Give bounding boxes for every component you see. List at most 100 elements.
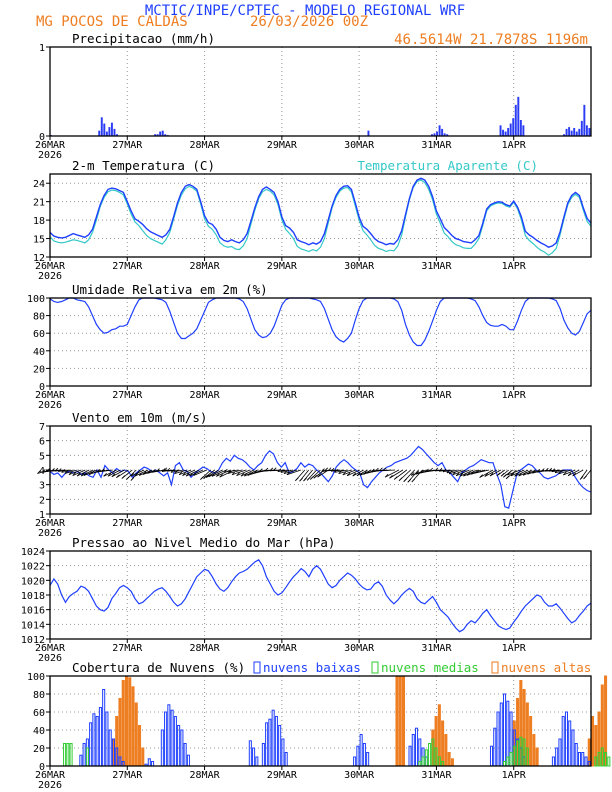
- cloud-bar-nuvens-medias: [69, 743, 73, 767]
- x-tick-label: 28MAR: [190, 518, 221, 529]
- cloud-bar-nuvens-altas: [141, 747, 145, 767]
- cloud-bar-nuvens-medias: [600, 747, 604, 767]
- panel-title: Precipitacao (mm/h): [72, 31, 215, 46]
- x-year-label: 2026: [38, 528, 62, 539]
- wind-barb-head: [111, 473, 116, 478]
- cloud-bar-nuvens-baixas: [180, 729, 184, 767]
- wind-barb: [111, 469, 125, 478]
- wind-barb-head: [452, 471, 456, 476]
- wind-barb-head: [76, 472, 81, 477]
- x-tick-label: 26MAR: [35, 261, 66, 272]
- cloud-bar-nuvens-baixas: [183, 743, 187, 767]
- x-tick-label: 31MAR: [421, 261, 452, 272]
- wind-barb-head: [541, 468, 545, 472]
- cloud-bar-nuvens-baixas: [564, 711, 568, 767]
- precip-bar: [573, 127, 576, 136]
- x-tick-label: 26MAR: [35, 140, 66, 151]
- panel-title: Umidade Relativa em 2m (%): [72, 282, 268, 297]
- wind-barb-head: [166, 467, 171, 472]
- wind-barb-head: [178, 471, 183, 476]
- y-tick-label: 2: [39, 495, 45, 506]
- wind-barb: [452, 469, 466, 476]
- wind-barb-head: [247, 472, 252, 476]
- y-tick-label: 5: [39, 451, 45, 462]
- x-tick-label: 27MAR: [112, 390, 143, 401]
- y-tick-label: 4: [39, 466, 45, 477]
- cloud-bar-nuvens-baixas: [151, 761, 155, 767]
- x-tick-label: 30MAR: [344, 770, 375, 781]
- wind-barb-head: [484, 473, 489, 477]
- cloud-bar-nuvens-altas: [535, 747, 539, 767]
- wind-barb-head: [231, 471, 236, 476]
- precip-bar: [499, 125, 502, 136]
- cloud-bar-nuvens-baixas: [170, 709, 174, 767]
- y-tick-label: 20: [33, 744, 45, 755]
- cloud-bar-nuvens-baixas: [98, 707, 102, 767]
- cloud-bar-nuvens-altas: [450, 758, 454, 767]
- wind-barb-head: [142, 471, 147, 475]
- wind-barb-head: [57, 468, 62, 472]
- wind-barb-head: [455, 472, 460, 477]
- wind-barb-head: [463, 472, 467, 477]
- wind-barb: [489, 469, 502, 477]
- wind-barb: [236, 469, 251, 477]
- wind-barb: [346, 469, 360, 477]
- panel-title: Vento em 10m (m/s): [72, 410, 207, 425]
- cloud-bar-nuvens-baixas: [95, 716, 99, 767]
- cloud-bar-nuvens-baixas: [408, 745, 412, 767]
- wind-barb-head: [507, 471, 511, 476]
- wind-barb-head: [503, 474, 507, 478]
- wind-barb-head: [236, 472, 240, 476]
- panel-frame: [49, 425, 592, 515]
- wind-barb-head: [259, 468, 263, 472]
- x-year-label: 2026: [38, 150, 62, 161]
- wind-barb-head: [415, 470, 420, 475]
- wind-barb: [563, 469, 576, 476]
- header-run: 26/03/2026 00Z: [250, 14, 368, 30]
- wind-barb-head: [121, 475, 126, 479]
- cloud-bar-nuvens-altas: [441, 720, 445, 767]
- cloud-bar-nuvens-baixas: [284, 752, 288, 767]
- y-tick-label: 7: [39, 422, 45, 433]
- wind-barb: [156, 469, 168, 472]
- wind-barb: [107, 469, 121, 477]
- wind-barb-head: [554, 469, 559, 473]
- wind-barb-head: [375, 467, 379, 472]
- precip-bar: [563, 134, 566, 136]
- cloud-bar-nuvens-baixas: [265, 722, 269, 767]
- wind-barb-head: [551, 468, 556, 472]
- precip-bar: [522, 125, 525, 136]
- precip-bar: [110, 122, 113, 136]
- precip-bar: [108, 127, 111, 136]
- y-tick-label: 40: [33, 347, 45, 358]
- y-tick-label: 100: [27, 672, 45, 683]
- cloud-bar-nuvens-altas: [121, 680, 125, 767]
- wind-barb-head: [88, 471, 93, 475]
- wind-barb: [240, 469, 255, 477]
- y-tick-label: 6: [39, 437, 45, 448]
- cloud-bar-nuvens-medias: [506, 756, 510, 767]
- precip-bar: [430, 134, 433, 136]
- wind-barb-head: [295, 477, 299, 481]
- wind-barb-head: [277, 468, 282, 472]
- y-tick-label: 1020: [21, 576, 45, 587]
- y-tick-label: 0: [39, 132, 45, 143]
- cloud-bar-nuvens-medias: [594, 756, 598, 767]
- wind-barb-head: [510, 472, 515, 477]
- y-tick-label: 0: [39, 382, 45, 393]
- legend-swatch: [491, 661, 499, 674]
- wind-barb-head: [163, 467, 168, 472]
- wind-barb-head: [72, 472, 77, 476]
- cloud-bar-nuvens-baixas: [489, 745, 494, 767]
- wind-barb-head: [411, 478, 416, 483]
- x-tick-label: 1APR: [502, 140, 527, 151]
- wind-barb: [510, 469, 525, 477]
- wind-barb: [72, 469, 86, 476]
- y-tick-label: 80: [33, 312, 45, 323]
- wind-barb-head: [532, 469, 536, 474]
- wind-barb: [545, 469, 556, 472]
- wind-barb-head: [522, 472, 527, 476]
- cloud-bar-nuvens-baixas: [92, 713, 96, 767]
- precip-bar: [585, 125, 588, 136]
- precip-bar: [100, 117, 103, 136]
